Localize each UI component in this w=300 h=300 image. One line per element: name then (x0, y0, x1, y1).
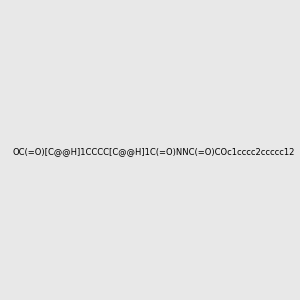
Text: OC(=O)[C@@H]1CCCC[C@@H]1C(=O)NNC(=O)COc1cccc2ccccc12: OC(=O)[C@@H]1CCCC[C@@H]1C(=O)NNC(=O)COc1… (13, 147, 295, 156)
